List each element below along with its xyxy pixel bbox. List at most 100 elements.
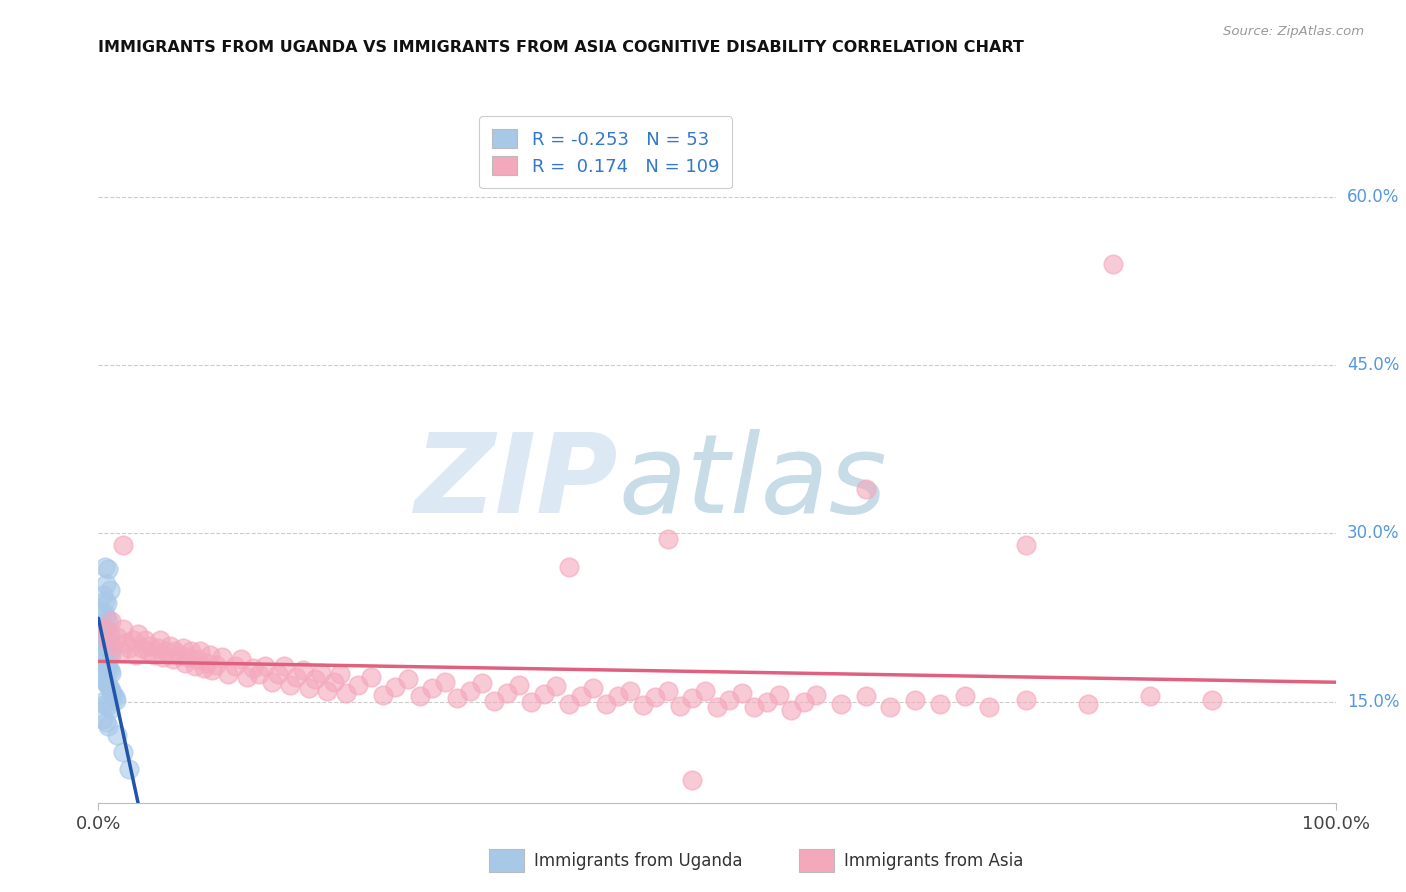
Point xyxy=(96,625,118,640)
Point xyxy=(94,639,117,653)
Point xyxy=(396,673,419,687)
Point xyxy=(371,688,394,702)
Point xyxy=(267,666,290,681)
Point xyxy=(93,618,115,632)
Point xyxy=(316,683,339,698)
Point xyxy=(97,633,120,648)
Point xyxy=(112,745,135,759)
Point xyxy=(236,670,259,684)
Point xyxy=(254,659,277,673)
Point xyxy=(508,678,530,692)
Point xyxy=(93,588,115,602)
Point xyxy=(731,686,754,700)
Point xyxy=(94,714,117,729)
Point xyxy=(149,633,172,648)
Point xyxy=(619,683,641,698)
Point xyxy=(104,692,127,706)
Point xyxy=(100,665,122,680)
Text: Source: ZipAtlas.com: Source: ZipAtlas.com xyxy=(1223,25,1364,38)
Point xyxy=(100,683,122,698)
Point xyxy=(446,691,468,706)
Point xyxy=(1102,257,1125,271)
Point xyxy=(546,679,568,693)
Text: Immigrants from Uganda: Immigrants from Uganda xyxy=(534,852,742,870)
Point xyxy=(657,683,679,698)
Point xyxy=(471,675,494,690)
Point xyxy=(146,640,169,655)
Point xyxy=(928,697,950,711)
Point xyxy=(97,562,120,576)
Point xyxy=(458,683,481,698)
Point xyxy=(96,659,118,673)
Point xyxy=(165,644,187,658)
Point xyxy=(205,657,228,672)
Point xyxy=(103,690,125,705)
Point xyxy=(755,695,778,709)
Point xyxy=(93,607,115,622)
Point xyxy=(162,652,184,666)
Point xyxy=(188,644,211,658)
Point xyxy=(94,577,117,591)
Point xyxy=(291,664,314,678)
Point xyxy=(582,681,605,696)
Point xyxy=(607,689,630,703)
Point xyxy=(193,661,215,675)
Point xyxy=(93,636,115,650)
Point xyxy=(122,633,145,648)
Point xyxy=(93,560,115,574)
Point xyxy=(681,773,703,788)
Text: ZIP: ZIP xyxy=(415,429,619,536)
Point xyxy=(360,670,382,684)
Point xyxy=(309,665,332,680)
Point xyxy=(94,610,117,624)
Point xyxy=(174,656,197,670)
Point xyxy=(1015,538,1038,552)
Point xyxy=(176,649,198,664)
Point xyxy=(136,644,159,658)
Point xyxy=(329,666,352,681)
Point xyxy=(134,633,156,648)
Point xyxy=(669,699,692,714)
Point xyxy=(114,636,136,650)
Point xyxy=(242,661,264,675)
Point xyxy=(495,686,517,700)
Point xyxy=(139,639,162,653)
Point xyxy=(433,674,456,689)
Point xyxy=(186,652,208,666)
Point xyxy=(347,678,370,692)
Point xyxy=(96,677,118,691)
Point xyxy=(681,691,703,706)
Point xyxy=(557,697,579,711)
Text: 60.0%: 60.0% xyxy=(1347,188,1399,206)
Point xyxy=(91,649,114,664)
Point xyxy=(298,681,321,696)
Point xyxy=(793,695,815,709)
Text: 30.0%: 30.0% xyxy=(1347,524,1399,542)
Point xyxy=(201,664,224,678)
Point xyxy=(979,700,1001,714)
Point xyxy=(93,594,115,608)
Text: Immigrants from Asia: Immigrants from Asia xyxy=(844,852,1024,870)
Point xyxy=(278,678,301,692)
Text: IMMIGRANTS FROM UGANDA VS IMMIGRANTS FROM ASIA COGNITIVE DISABILITY CORRELATION : IMMIGRANTS FROM UGANDA VS IMMIGRANTS FRO… xyxy=(98,40,1025,55)
Point xyxy=(105,729,128,743)
Point xyxy=(484,694,506,708)
Point xyxy=(211,649,233,664)
Point xyxy=(110,644,132,658)
Point xyxy=(96,640,118,655)
Point xyxy=(97,643,120,657)
Text: 15.0%: 15.0% xyxy=(1347,693,1399,711)
Point xyxy=(159,639,181,653)
Point xyxy=(91,668,114,682)
Point xyxy=(718,692,741,706)
Point xyxy=(127,627,149,641)
Point xyxy=(96,699,118,714)
Point xyxy=(520,695,543,709)
Point xyxy=(98,681,121,696)
Point xyxy=(384,680,406,694)
Text: 45.0%: 45.0% xyxy=(1347,356,1399,374)
Point xyxy=(198,648,221,662)
Point xyxy=(93,654,115,668)
Point xyxy=(97,679,120,693)
Point xyxy=(94,674,117,689)
